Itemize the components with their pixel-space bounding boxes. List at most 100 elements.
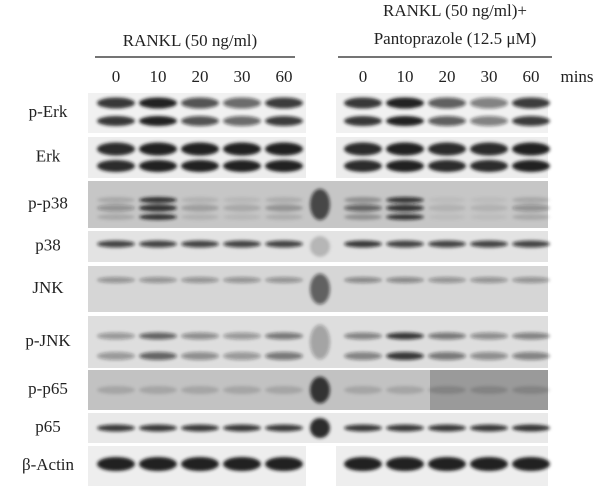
band [97,197,135,203]
row-label: p38 [35,235,61,254]
band [512,386,550,394]
band [265,214,303,220]
band [181,197,219,203]
band [265,457,303,471]
band [139,97,177,109]
band [470,197,508,203]
band [223,142,261,156]
band [139,332,177,340]
band [470,160,508,172]
time-point: 0 [112,67,121,86]
band [265,277,303,283]
marker-band [310,418,330,438]
band [344,277,382,283]
band [470,424,508,432]
band [223,424,261,432]
band [181,160,219,172]
band [97,97,135,109]
band [470,142,508,156]
band [139,424,177,432]
band [223,197,261,203]
band [344,214,382,220]
row-label: Erk [36,146,61,165]
band [223,457,261,471]
band [470,332,508,340]
band [428,277,466,283]
band [139,457,177,471]
band [97,457,135,471]
band [181,457,219,471]
band [344,142,382,156]
band [512,197,550,203]
band [265,116,303,126]
band [428,142,466,156]
band [139,116,177,126]
band [512,240,550,248]
group-label: RANKL (50 ng/ml) [123,31,257,50]
band [97,142,135,156]
band [470,277,508,283]
blot-bands [97,97,550,471]
band [265,240,303,248]
band [181,204,219,212]
band [470,457,508,471]
band [344,116,382,126]
band [139,386,177,394]
band [386,277,424,283]
band [139,352,177,360]
band [512,160,550,172]
band [97,424,135,432]
band [97,277,135,283]
band [97,204,135,212]
band [139,277,177,283]
band [223,386,261,394]
band [386,352,424,360]
band [470,352,508,360]
band [139,142,177,156]
band [97,352,135,360]
row-label: p65 [35,417,61,436]
band [265,204,303,212]
time-point: 10 [150,67,167,86]
band [344,457,382,471]
time-point: 30 [234,67,251,86]
band [223,277,261,283]
band [223,97,261,109]
band [386,240,424,248]
band [181,142,219,156]
band [344,352,382,360]
band [223,214,261,220]
band [428,352,466,360]
band [97,116,135,126]
time-point: 20 [192,67,209,86]
band [386,424,424,432]
band [386,204,424,212]
band [344,97,382,109]
marker-band [310,236,330,257]
band [470,97,508,109]
marker-band [310,273,330,305]
band [470,214,508,220]
band [470,386,508,394]
band [223,116,261,126]
band [139,197,177,203]
band [223,352,261,360]
band [265,160,303,172]
marker-band [310,376,330,404]
band [344,240,382,248]
band [223,332,261,340]
band [344,332,382,340]
band [223,160,261,172]
band [181,352,219,360]
band [386,386,424,394]
band [512,352,550,360]
band [428,240,466,248]
band [265,97,303,109]
band [512,457,550,471]
band [181,332,219,340]
time-point: 30 [481,67,498,86]
time-point: 60 [276,67,293,86]
band [386,160,424,172]
band [512,116,550,126]
